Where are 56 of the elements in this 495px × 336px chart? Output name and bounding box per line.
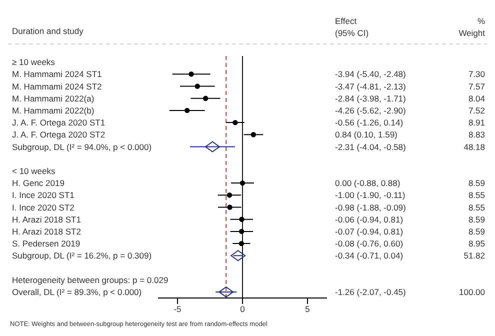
- text: 8.95: [468, 238, 486, 249]
- text: 8.83: [468, 130, 486, 140]
- y-tick-label: S. Pedersen 2019: [12, 238, 80, 249]
- y-tick-label: I. Ince 2020 ST2: [12, 202, 75, 212]
- text: -0.34 (-0.71, 0.04): [335, 250, 404, 261]
- text: -0.06 (-0.94, 0.81): [335, 214, 404, 224]
- text: 8.91: [468, 118, 486, 128]
- y-tick-label: J. A. F. Ortega 2020 ST1: [12, 118, 106, 128]
- text: %: [477, 16, 486, 26]
- text: 8.59: [468, 178, 486, 188]
- text: 48.18: [464, 142, 486, 152]
- y-tick-label: M. Hammami 2022(a): [12, 93, 94, 104]
- x-tick-label: -5: [174, 304, 182, 314]
- y-tick-label: M. Hammami 2022(b): [12, 105, 94, 116]
- y-tick-label: Overall, DL (I² = 89.3%, p < 0.000): [12, 286, 142, 297]
- text: 8.55: [468, 190, 486, 200]
- text: (95% CI): [335, 28, 369, 38]
- text: Effect: [335, 16, 358, 26]
- text: -4.26 (-5.62, -2.90): [335, 105, 406, 116]
- text: 8.59: [468, 214, 486, 224]
- y-tick-label: M. Hammami 2024 ST2: [12, 81, 102, 92]
- y-tick-label: H. Arazi 2018 ST2: [12, 226, 82, 236]
- text: -3.47 (-4.81, -2.13): [335, 81, 406, 92]
- y-tick-label: H. Genc 2019: [12, 178, 65, 188]
- text: Weight: [458, 28, 486, 38]
- text: -0.98 (-1.88, -0.09): [335, 202, 406, 212]
- y-tick-label: I. Ince 2020 ST1: [12, 190, 75, 200]
- x-tick-label: 5: [305, 304, 310, 314]
- y-tick-label: < 10 weeks: [12, 166, 56, 176]
- y-axis-title: Duration and study: [12, 26, 84, 36]
- text: -0.07 (-0.94, 0.81): [335, 226, 404, 236]
- text: 7.30: [468, 69, 486, 80]
- text: -0.08 (-0.76, 0.60): [335, 238, 404, 249]
- text: 8.55: [468, 202, 486, 212]
- y-tick-label: Subgroup, DL (I² = 94.0%, p < 0.000): [12, 142, 152, 152]
- y-tick-label: Subgroup, DL (I² = 16.2%, p = 0.309): [12, 250, 152, 261]
- text: 0.00 (-0.88, 0.88): [335, 178, 400, 188]
- text: 100.00: [459, 286, 486, 297]
- text: 51.82: [464, 250, 486, 261]
- y-tick-label: H. Arazi 2018 ST1: [12, 214, 82, 224]
- text: 7.57: [468, 81, 486, 92]
- text: 7.52: [468, 105, 486, 116]
- y-tick-label: Heterogeneity between groups: p = 0.029: [12, 274, 168, 285]
- text: 8.04: [468, 93, 486, 104]
- y-tick-label: M. Hammami 2024 ST1: [12, 69, 102, 80]
- text: -2.31 (-4.04, -0.58): [335, 142, 406, 152]
- text: 8.59: [468, 226, 486, 236]
- x-tick-label: 0: [240, 304, 246, 314]
- y-tick-label: ≥ 10 weeks: [12, 57, 55, 68]
- text: -0.56 (-1.26, 0.14): [335, 118, 404, 128]
- text: -1.26 (-2.07, -0.45): [335, 286, 406, 297]
- y-tick-label: J. A. F. Ortega 2020 ST2: [12, 130, 106, 140]
- text: 0.84 (0.10, 1.59): [335, 130, 398, 140]
- text: -2.84 (-3.98, -1.71): [335, 93, 406, 104]
- text: -3.94 (-5.40, -2.48): [335, 69, 406, 80]
- text: -1.00 (-1.90, -0.11): [335, 190, 406, 200]
